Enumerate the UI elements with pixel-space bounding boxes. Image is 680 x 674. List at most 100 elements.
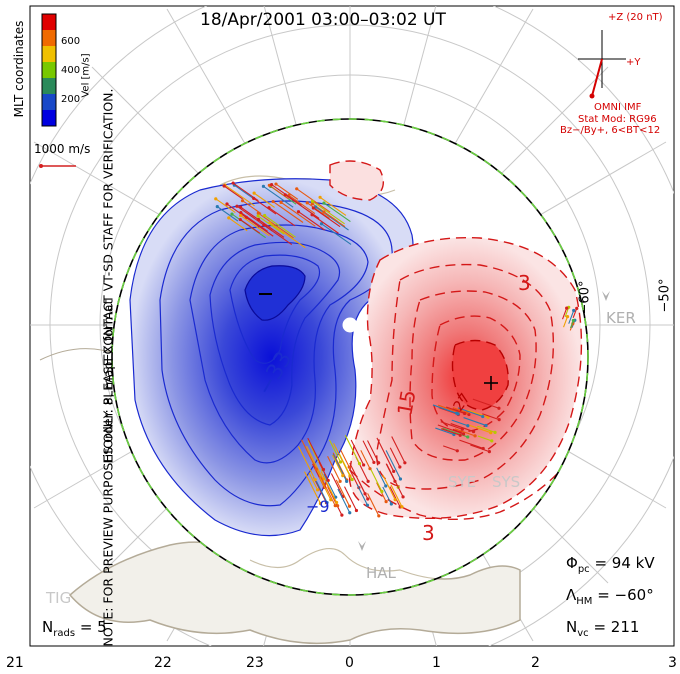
station-sye: SYE: [448, 473, 476, 491]
nvc-sub: vc: [577, 628, 589, 639]
velocity-vector: [385, 450, 401, 480]
velocity-vector: [390, 484, 403, 507]
velocity-vector: [257, 215, 285, 235]
velocity-vector-origin: [348, 474, 352, 478]
velocity-vector-origin: [473, 434, 477, 438]
velocity-vector-origin: [461, 432, 466, 436]
station-hal: HAL: [366, 564, 397, 582]
velocity-vector: [362, 440, 375, 463]
velocity-vector-origin: [366, 479, 370, 483]
velocity-vector-origin: [279, 200, 283, 204]
lambda-sub: HM: [576, 596, 593, 607]
velocity-vector: [344, 486, 357, 511]
velocity-vector-origin: [350, 477, 354, 482]
mlt-label-2: 2: [531, 655, 540, 671]
neg-contour-4: [209, 241, 341, 426]
colorbar-frame: [41, 13, 57, 127]
velocity-vector: [572, 308, 578, 319]
velocity-vector-origin: [365, 503, 370, 507]
velocity-vector: [323, 473, 337, 498]
pos-contour-5: [451, 339, 509, 411]
velocity-vector-origin: [321, 467, 326, 472]
colorbar-swatch: [42, 78, 56, 95]
velocity-vector-origin: [571, 318, 575, 323]
contour-label-15: 15: [392, 388, 420, 417]
phi-symbol: Φ: [566, 554, 578, 572]
velocity-vector-origin: [336, 504, 340, 508]
velocity-vector-origin: [338, 460, 343, 464]
velocity-vector: [440, 421, 463, 430]
velocity-vector-origin: [295, 187, 299, 191]
pos-contour-2: [376, 263, 555, 490]
velocity-vector: [446, 406, 465, 414]
velocity-vector: [298, 211, 325, 231]
velocity-vector: [391, 436, 406, 464]
velocity-vector-origin: [318, 195, 322, 199]
velocity-vector-origin: [368, 467, 372, 471]
velocity-vector-origin: [466, 424, 470, 428]
velocity-vector-origin: [481, 446, 485, 451]
velocity-vector: [319, 196, 347, 216]
velocity-vector-origin: [345, 479, 349, 484]
velocity-vector: [275, 183, 299, 200]
lambda-symbol: Λ: [566, 586, 577, 604]
velocity-vector-origin: [392, 469, 396, 473]
nvc-stat: Nvc = 211: [566, 618, 639, 639]
imf-vector: [591, 58, 603, 97]
velocity-vector-origin: [313, 478, 317, 482]
velocity-vector-origin: [377, 514, 381, 518]
colorbar-title: Vel [m/s]: [80, 53, 92, 98]
velocity-vector-origin: [335, 500, 339, 505]
velocity-vector: [303, 471, 321, 504]
station-marker-hal: [358, 541, 366, 551]
velocity-vector: [318, 461, 329, 481]
nrads-sub: rads: [53, 628, 76, 639]
velocity-colorbar: [42, 14, 56, 127]
fit-order-note: FitOrder: 8, mapEX format: [100, 299, 116, 464]
velocity-vector: [308, 472, 319, 491]
velocity-vector-origin: [372, 460, 376, 465]
velocity-vector-origin: [348, 511, 352, 515]
velocity-vector-origin: [316, 488, 320, 492]
velocity-vector-origin: [377, 461, 381, 465]
velocity-vector: [568, 310, 575, 324]
velocity-vector: [307, 437, 324, 470]
velocity-vector-origin: [329, 498, 333, 502]
velocity-vector: [264, 215, 296, 238]
velocity-vector-origin: [252, 191, 256, 195]
velocity-vector: [437, 404, 459, 413]
velocity-vector: [323, 211, 346, 228]
velocity-vectors: [214, 181, 579, 518]
latitude-label-inner: −60°: [577, 280, 593, 315]
velocity-vector: [463, 417, 487, 426]
velocity-vector-origin: [227, 216, 231, 220]
velocity-vector-origin: [565, 314, 570, 319]
velocity-vector-origin: [271, 199, 275, 204]
velocity-vector-origin: [403, 461, 407, 465]
velocity-vector-origin: [341, 473, 345, 478]
colorbar-swatch: [42, 46, 56, 63]
velocity-vector: [360, 450, 371, 469]
velocity-vector-origin: [384, 500, 388, 504]
mlt-label-3: 3: [668, 655, 677, 671]
velocity-vector-origin: [261, 184, 266, 188]
velocity-vector: [311, 214, 339, 234]
velocity-vector: [328, 439, 342, 463]
velocity-vector: [389, 447, 401, 468]
phi-stat: Φpc = 94 kV: [566, 554, 655, 575]
velocity-vector-origin: [463, 411, 467, 416]
velocity-vector: [563, 316, 569, 328]
velocity-vector: [454, 428, 476, 437]
velocity-vector: [224, 184, 255, 207]
pos-contour-4: [431, 315, 521, 433]
velocity-vector-origin: [400, 505, 404, 509]
velocity-vector: [223, 185, 243, 200]
velocity-vector: [234, 184, 255, 200]
velocity-vector: [369, 468, 383, 492]
velocity-vector: [271, 184, 302, 206]
mlt-label-22: 22: [154, 655, 172, 671]
velocity-vector-origin: [493, 430, 497, 434]
velocity-vector: [216, 206, 239, 222]
reference-vector-label: 1000 m/s: [34, 142, 91, 156]
pos-contour-3: [409, 290, 537, 461]
